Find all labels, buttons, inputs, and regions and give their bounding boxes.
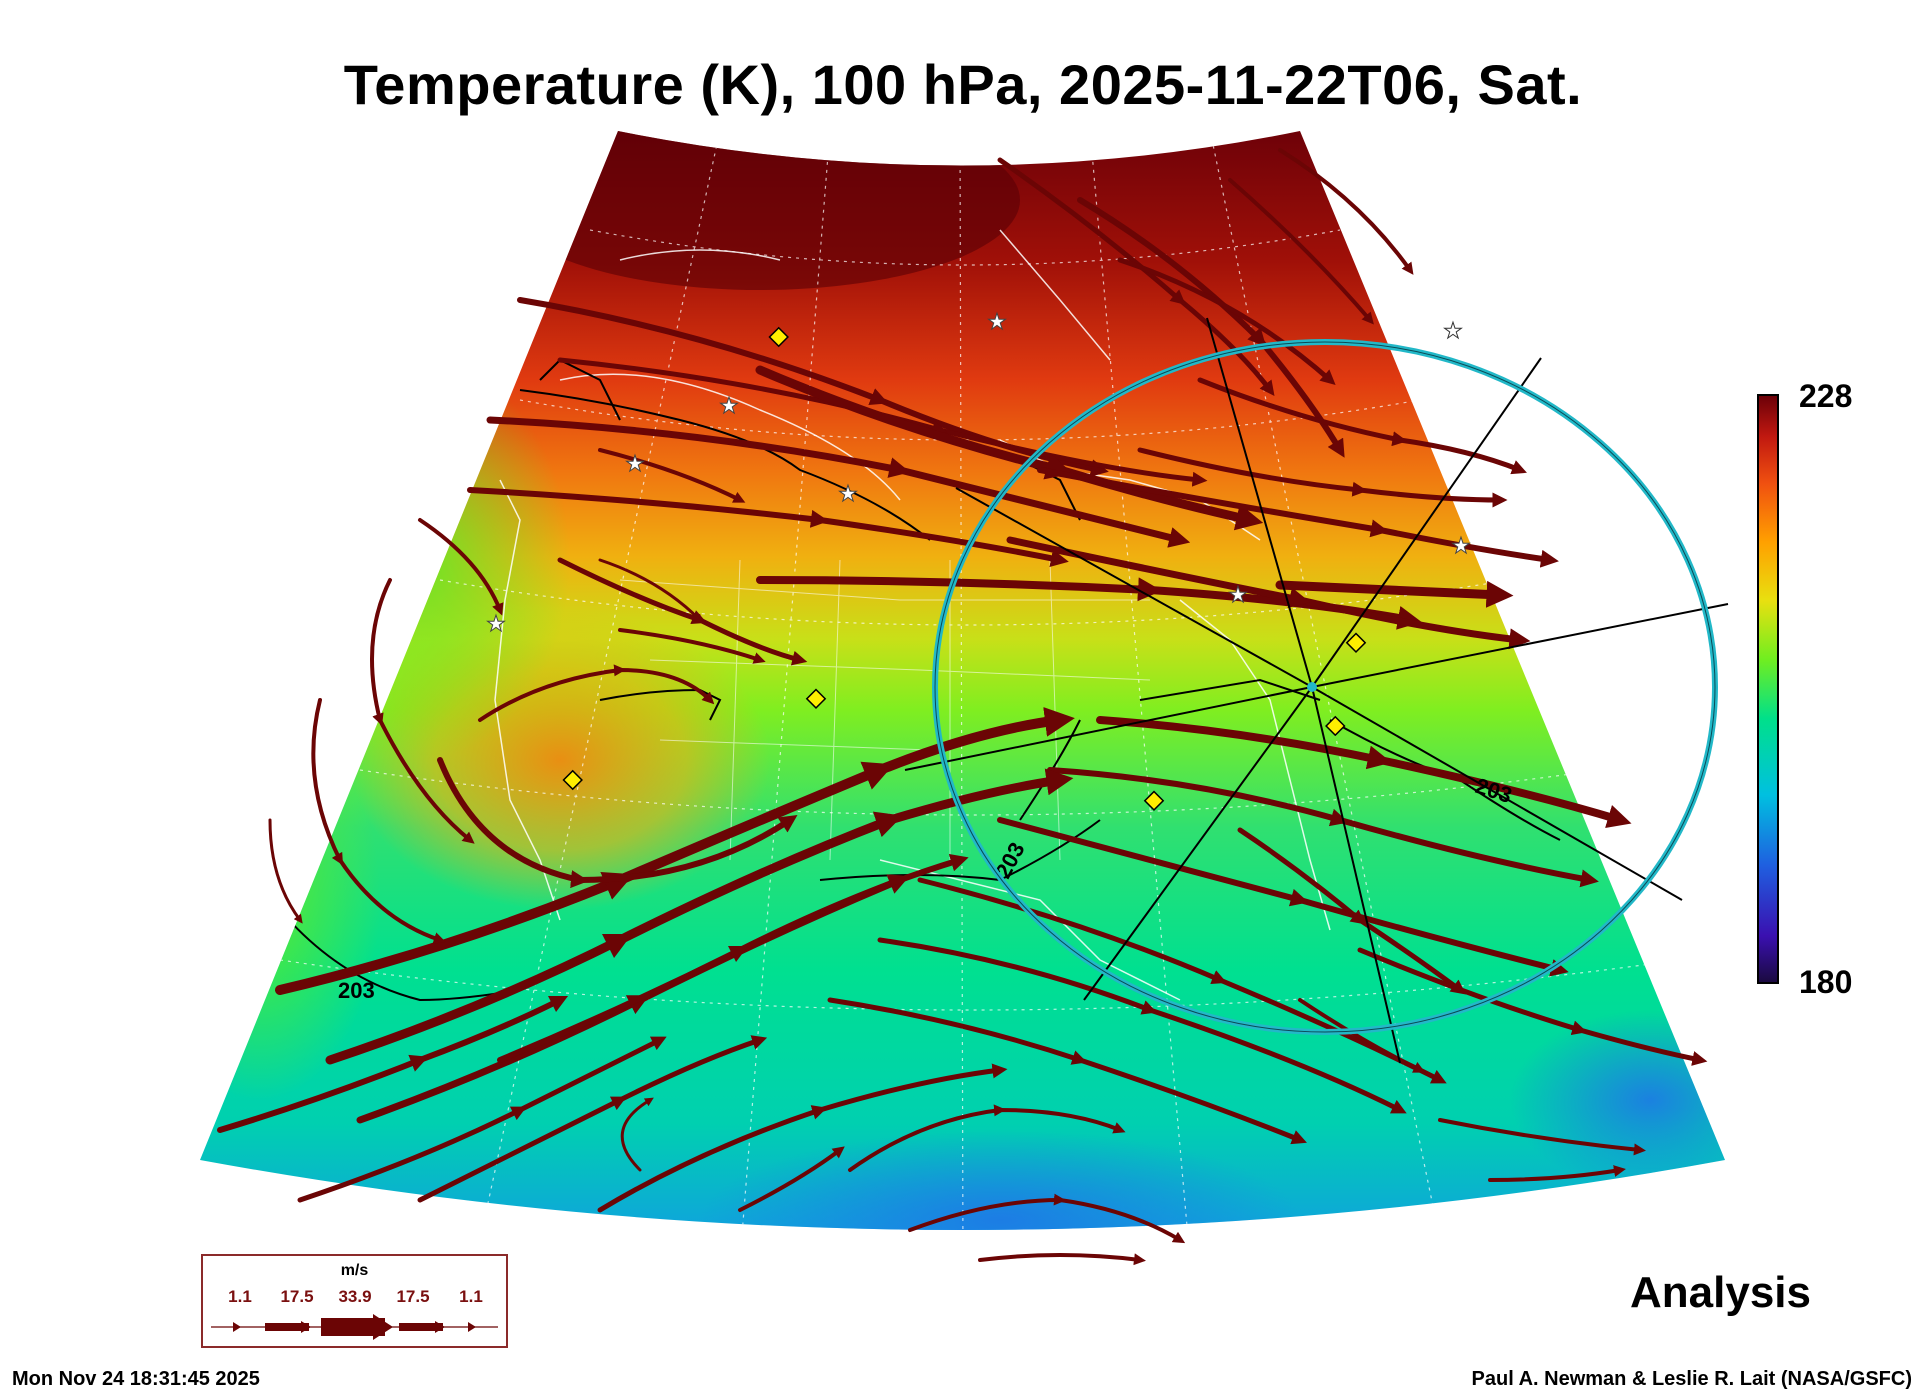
contour-label: 203 <box>338 978 375 1003</box>
star-icon: ★ <box>1228 583 1248 608</box>
star-icon: ★ <box>1443 319 1463 344</box>
streamline <box>1137 447 1508 508</box>
temperature-field <box>200 131 1725 1230</box>
legend-value: 17.5 <box>396 1287 430 1306</box>
credit: Paul A. Newman & Leslie R. Lait (NASA/GS… <box>1471 1368 1912 1390</box>
streamline <box>738 1146 845 1212</box>
streamline <box>620 1097 654 1172</box>
page-title: Temperature (K), 100 hPa, 2025-11-22T06,… <box>343 53 1583 116</box>
streamline <box>1197 377 1527 475</box>
streamline <box>1488 1165 1626 1182</box>
streamline <box>1117 257 1336 385</box>
station-markers <box>562 326 1367 811</box>
streamline <box>478 664 715 722</box>
legend-arrow-scale <box>211 1314 498 1340</box>
timestamp: Mon Nov 24 18:31:45 2025 <box>12 1368 260 1390</box>
streamline <box>268 818 303 924</box>
star-icon: ★ <box>719 394 739 419</box>
wind-streamlines <box>217 148 1708 1266</box>
diamond-marker <box>1345 632 1367 653</box>
diamond-marker <box>1143 790 1165 811</box>
streamline <box>217 995 569 1133</box>
streamline <box>598 448 746 503</box>
radial-lines <box>904 317 1729 1064</box>
wind-speed-legend: m/s 1.1 17.5 33.9 17.5 1.1 <box>201 1254 508 1348</box>
colorbar-min-label: 180 <box>1799 964 1853 1000</box>
diamond-marker <box>562 769 583 791</box>
analysis-label: Analysis <box>1630 1268 1811 1317</box>
streamline <box>618 628 766 664</box>
streamline <box>997 157 1275 396</box>
streamline <box>557 557 808 666</box>
streamline <box>1037 467 1559 568</box>
streamline <box>417 1035 768 1203</box>
star-markers: ★ ★ ★ ★ ★ ★ ★ ★ <box>486 310 1472 638</box>
colorbar <box>1757 394 1779 984</box>
center-marker <box>1307 682 1317 692</box>
legend-value: 33.9 <box>338 1287 372 1306</box>
streamline <box>755 365 1264 531</box>
streamline <box>1006 536 1531 650</box>
star-icon: ★ <box>987 310 1007 335</box>
star-icon: ★ <box>838 482 858 507</box>
legend-value: 17.5 <box>280 1287 314 1306</box>
streamline <box>311 698 446 944</box>
streamline <box>1298 998 1426 1073</box>
diamond-marker <box>1325 715 1346 737</box>
streamline <box>1096 716 1632 829</box>
streamline <box>597 1063 1008 1213</box>
streamline <box>1275 580 1514 608</box>
diamond-marker <box>768 326 789 348</box>
streamline <box>908 1193 1186 1244</box>
star-icon: ★ <box>1451 534 1471 559</box>
streamline <box>1077 197 1345 458</box>
streamline <box>848 1104 1126 1172</box>
legend-value: 1.1 <box>459 1287 483 1306</box>
streamline <box>418 518 504 616</box>
streamline <box>1438 1118 1646 1156</box>
diamond-marker <box>805 688 827 709</box>
streamline <box>1228 178 1374 325</box>
star-icon: ★ <box>486 612 506 637</box>
range-ring-outline <box>934 341 1716 1033</box>
streamline <box>497 853 969 1063</box>
streamline <box>1237 827 1467 995</box>
streamline <box>370 578 475 844</box>
streamline <box>1278 148 1414 275</box>
streamline <box>997 817 1569 977</box>
star-icon: ★ <box>625 452 645 477</box>
streamline <box>467 487 1069 568</box>
legend-value: 1.1 <box>228 1287 252 1306</box>
streamline <box>1047 767 1599 888</box>
legend-units: m/s <box>340 1262 369 1279</box>
streamline <box>978 1253 1146 1266</box>
colorbar-max-label: 228 <box>1799 378 1853 414</box>
